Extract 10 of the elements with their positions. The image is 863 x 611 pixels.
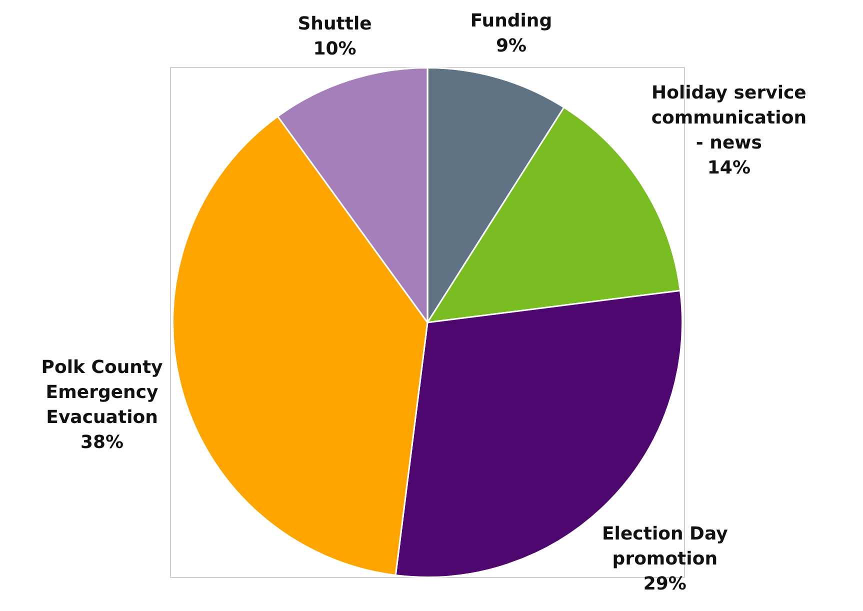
- data-label: 14%: [707, 157, 750, 178]
- slice-label: Polk County Emergency Evacuation: [41, 357, 164, 428]
- slice-label: Election Day promotion: [602, 524, 728, 570]
- slice-label: Funding: [470, 10, 552, 32]
- data-label: 29%: [643, 574, 686, 595]
- slice-label: Shuttle: [298, 13, 372, 34]
- data-label: 10%: [313, 38, 356, 60]
- data-label: 9%: [496, 35, 527, 56]
- slice-label: Holiday service communication - news: [651, 82, 807, 154]
- data-label: 38%: [80, 432, 124, 454]
